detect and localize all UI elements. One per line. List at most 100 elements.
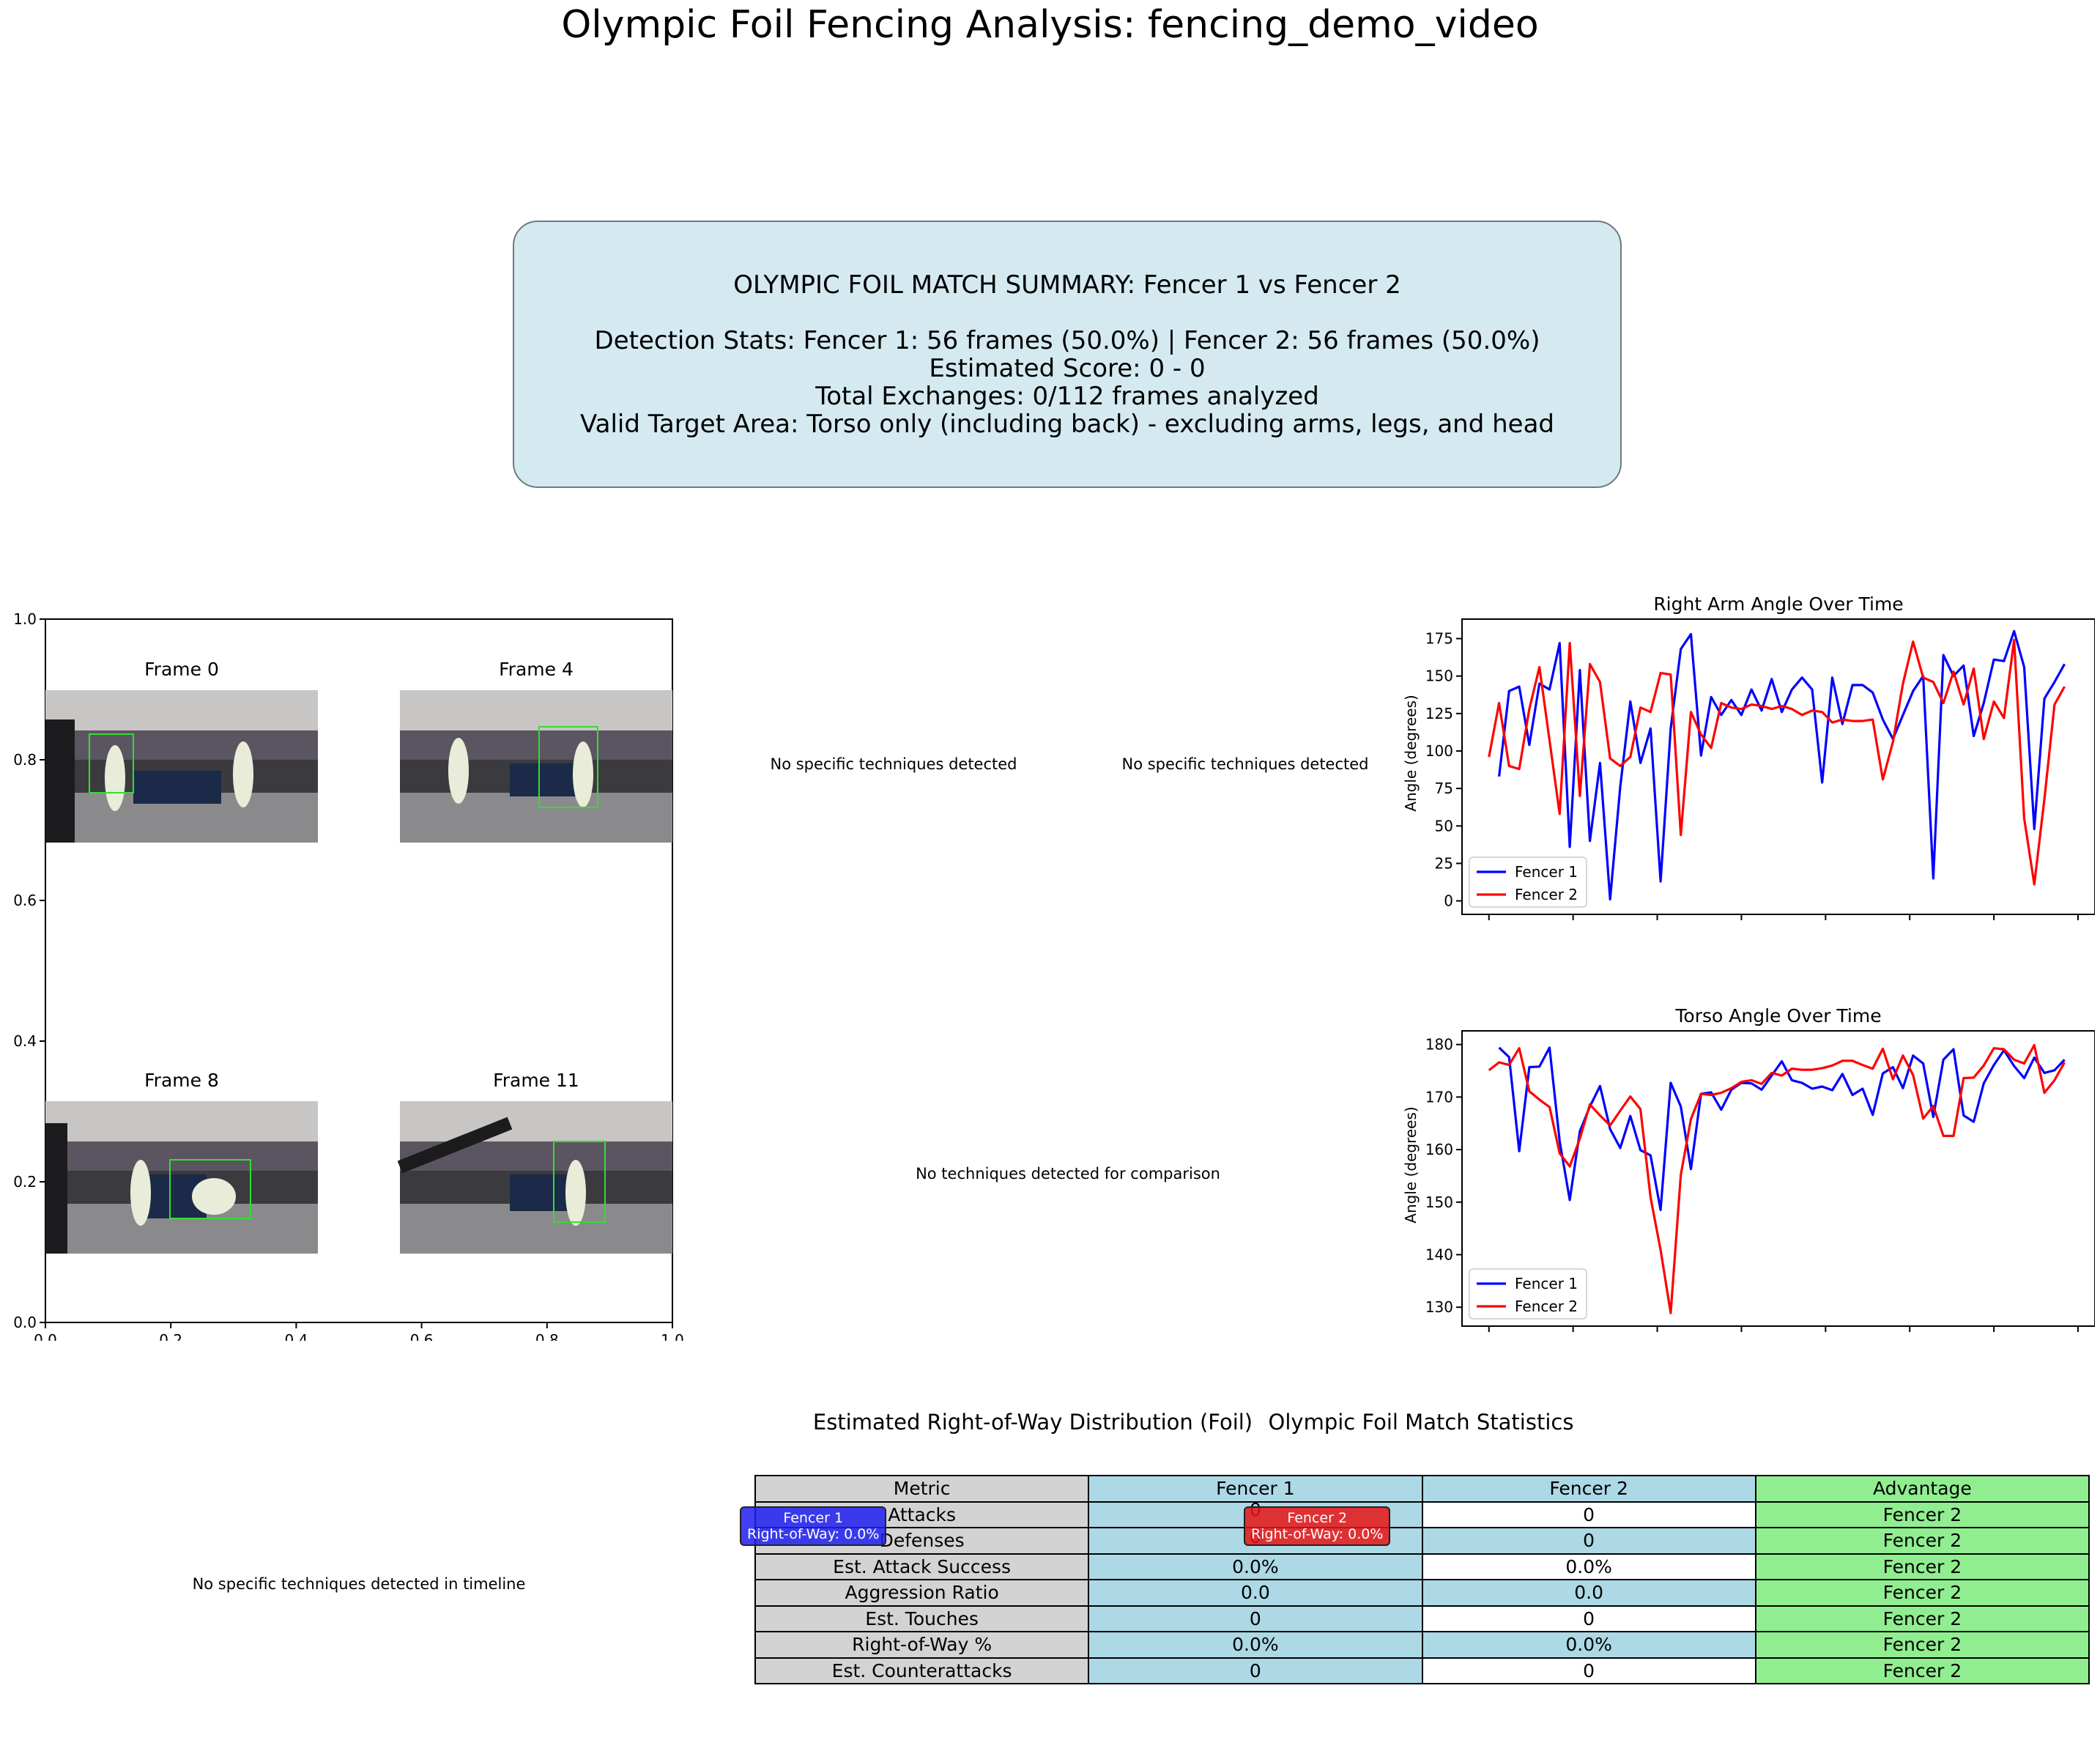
summary-estimated-score: Estimated Score: 0 - 0 — [929, 353, 1206, 383]
fencer2-techniques-text: No specific techniques detected — [1121, 755, 1369, 773]
y-tick-label: 100 — [1425, 742, 1453, 760]
frame-thumbnail-4: Frame 4 — [400, 659, 672, 843]
fencer2-cell: 0 — [1421, 1605, 1756, 1632]
header-cell: Advantage — [1754, 1475, 2090, 1503]
x-tick: 150 — [1993, 1326, 1995, 1332]
y-tick-label: 180 — [1425, 1036, 1453, 1054]
frames-x-tick: 0.2 — [159, 1322, 182, 1341]
y-tick: 75 — [1435, 780, 1462, 797]
x-tick: 125 — [1909, 1326, 1911, 1332]
metric-cell: Est. Touches — [754, 1605, 1090, 1632]
fencer2-right-of-way-badge: Fencer 2 Right-of-Way: 0.0% — [1244, 1506, 1391, 1546]
svg-text:1.0: 1.0 — [13, 610, 37, 628]
summary-total-exchanges: Total Exchanges: 0/112 frames analyzed — [815, 381, 1319, 411]
svg-text:0.6: 0.6 — [13, 892, 37, 909]
x-tick: 75 — [1740, 914, 1743, 920]
badge-name: Fencer 1 — [783, 1510, 844, 1526]
x-tick: 0 — [1488, 1326, 1490, 1332]
advantage-cell: Fencer 2 — [1754, 1579, 2090, 1607]
x-tick: 100 — [1825, 914, 1827, 920]
legend-label: Fencer 2 — [1515, 886, 1578, 903]
fencer2-cell: 0 — [1421, 1500, 1756, 1528]
advantage-cell: Fencer 2 — [1754, 1605, 2090, 1632]
table-row: Right-of-Way % 0.0% 0.0% Fencer 2 — [754, 1631, 2090, 1659]
technique-comparison-text: No techniques detected for comparison — [916, 1165, 1220, 1183]
y-tick-label: 150 — [1425, 1194, 1453, 1211]
x-tick: 100 — [1825, 1326, 1827, 1332]
table-row: Est. Touches 0 0 Fencer 2 — [754, 1605, 2090, 1632]
chart-legend: Fencer 1 Fencer 2 — [1469, 856, 1587, 908]
badge-value: Right-of-Way: 0.0% — [1251, 1526, 1384, 1542]
y-tick-label: 125 — [1425, 705, 1453, 722]
frames-y-tick: 0.8 — [13, 751, 45, 769]
y-tick: 170 — [1425, 1088, 1462, 1106]
frames-y-tick: 1.0 — [13, 610, 45, 628]
series-line-fencer-1 — [1498, 1046, 2066, 1212]
fencer1-cell: 0.0% — [1088, 1553, 1423, 1580]
x-tick: 75 — [1740, 1326, 1743, 1332]
badge-name: Fencer 2 — [1287, 1510, 1348, 1526]
fencer1-right-of-way-badge: Fencer 1 Right-of-Way: 0.0% — [740, 1506, 887, 1546]
legend-entry: Fencer 2 — [1477, 886, 1578, 903]
series-line-fencer-2 — [1488, 1043, 2066, 1314]
y-axis-label: Angle (degrees) — [1402, 1106, 1420, 1223]
frames-x-tick: 1.0 — [661, 1322, 684, 1341]
fencer2-cell: 0 — [1421, 1657, 1756, 1684]
x-tick: 150 — [1993, 914, 1995, 920]
frames-x-axis: 0.0 0.2 0.4 0.6 0.8 1.0 — [34, 1322, 684, 1341]
svg-text:0.0: 0.0 — [13, 1314, 37, 1331]
header-cell: Metric — [754, 1475, 1090, 1503]
table-row: Est. Attack Success 0.0% 0.0% Fencer 2 — [754, 1553, 2090, 1580]
fencer1-techniques-text: No specific techniques detected — [770, 755, 1017, 773]
table-row: Attacks 0 0 Fencer 2 — [754, 1500, 2090, 1528]
x-tick: 175 — [2077, 1326, 2079, 1332]
y-tick: 50 — [1435, 817, 1462, 835]
fencer2-cell: 0 — [1421, 1527, 1756, 1555]
frames-x-tick: 0.0 — [34, 1322, 57, 1341]
legend-entry: Fencer 1 — [1477, 1275, 1578, 1292]
figure-title: Olympic Foil Fencing Analysis: fencing_d… — [561, 3, 1539, 47]
advantage-cell: Fencer 2 — [1754, 1657, 2090, 1684]
y-tick-label: 175 — [1425, 630, 1453, 648]
frames-x-tick: 0.8 — [535, 1322, 559, 1341]
frames-panel: 0.0 0.2 0.4 0.6 0.8 1.0 0.0 0.2 0.4 0.6 … — [13, 610, 684, 1341]
x-tick: 50 — [1656, 1326, 1658, 1332]
y-tick-label: 75 — [1435, 780, 1453, 797]
chart-title: Torso Angle Over Time — [1674, 1005, 1881, 1026]
technique-timeline-text: No specific techniques detected in timel… — [192, 1575, 526, 1593]
frame-label: Frame 4 — [499, 659, 574, 680]
y-tick-label: 25 — [1435, 854, 1453, 872]
fencer1-cell: 0 — [1088, 1657, 1423, 1684]
chart-legend: Fencer 1 Fencer 2 — [1469, 1268, 1587, 1320]
match-statistics-table: Metric Fencer 1 Fencer 2 Advantage Attac… — [754, 1475, 2090, 1684]
y-tick-label: 0 — [1444, 892, 1453, 910]
frames-y-tick: 0.4 — [13, 1032, 45, 1050]
right-of-way-title: Estimated Right-of-Way Distribution (Foi… — [812, 1410, 1253, 1435]
y-tick-label: 150 — [1425, 667, 1453, 685]
metric-cell: Aggression Ratio — [754, 1579, 1090, 1607]
y-tick-label: 140 — [1425, 1246, 1453, 1263]
right-arm-angle-chart: Right Arm Angle Over Time Angle (degrees… — [1402, 593, 2095, 920]
x-tick: 50 — [1656, 914, 1658, 920]
frames-x-tick: 0.4 — [284, 1322, 308, 1341]
frames-y-axis: 0.0 0.2 0.4 0.6 0.8 1.0 — [13, 610, 45, 1331]
metric-cell: Est. Counterattacks — [754, 1657, 1090, 1684]
y-tick: 175 — [1425, 630, 1462, 648]
legend-entry: Fencer 2 — [1477, 1298, 1578, 1315]
x-tick: 25 — [1572, 914, 1574, 920]
frame-thumbnail-8: Frame 8 — [45, 1070, 318, 1254]
x-tick: 125 — [1909, 914, 1911, 920]
summary-heading: OLYMPIC FOIL MATCH SUMMARY: Fencer 1 vs … — [733, 270, 1401, 300]
advantage-cell: Fencer 2 — [1754, 1500, 2090, 1528]
svg-text:0.6: 0.6 — [410, 1331, 434, 1341]
advantage-cell: Fencer 2 — [1754, 1527, 2090, 1555]
y-tick: 140 — [1425, 1246, 1462, 1263]
legend-entry: Fencer 1 — [1477, 863, 1578, 881]
fencer1-cell: 0.0 — [1088, 1579, 1423, 1607]
y-tick: 0 — [1444, 892, 1462, 910]
frame-label: Frame 11 — [493, 1070, 579, 1091]
series-line-fencer-1 — [1498, 629, 2066, 901]
svg-text:0.4: 0.4 — [13, 1032, 37, 1050]
metric-cell: Right-of-Way % — [754, 1631, 1090, 1659]
y-tick: 125 — [1425, 705, 1462, 722]
